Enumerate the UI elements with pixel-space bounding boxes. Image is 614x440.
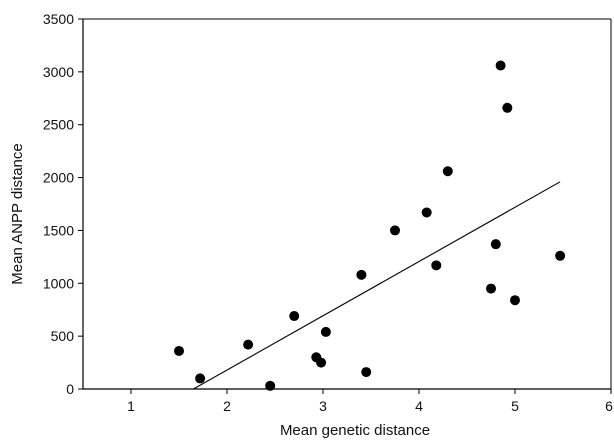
data-point [486,283,496,294]
trend-line [193,181,561,390]
y-axis-title: Mean ANPP distance [9,143,26,284]
y-tick-label: 1500 [43,222,74,238]
x-axis-title: Mean genetic distance [280,422,430,439]
data-point [495,60,506,71]
y-tick-label: 3000 [43,64,74,80]
y-tick-label: 3500 [43,11,74,27]
data-point [174,345,184,356]
data-point [361,367,372,378]
data-point [316,357,327,368]
data-point [502,102,513,113]
data-point [243,339,254,350]
y-tick-label: 0 [66,381,74,397]
y-tick-label: 2500 [43,117,74,133]
data-point [421,207,432,218]
x-tick-label: 3 [319,398,327,414]
data-points [174,60,566,391]
data-point [265,380,276,391]
x-tick-label: 2 [223,398,231,414]
data-point [356,269,367,280]
data-point [289,311,300,322]
data-point [320,326,331,337]
data-point [390,225,400,236]
x-tick-label: 1 [127,398,135,414]
data-point [490,239,501,250]
y-tick-label: 2000 [43,170,74,186]
data-point [555,250,566,261]
y-tick-label: 500 [51,328,75,344]
data-point [442,166,453,177]
x-tick-label: 6 [605,398,613,414]
axes: 0 500 1000 1500 2000 2500 3000 3500 1 2 3 4 5 6 [43,11,613,414]
data-point [431,260,442,271]
data-point [195,373,206,384]
x-tick-label: 5 [511,398,519,414]
data-point [510,295,520,306]
x-tick-label: 4 [415,398,423,414]
y-tick-label: 1000 [43,275,74,291]
